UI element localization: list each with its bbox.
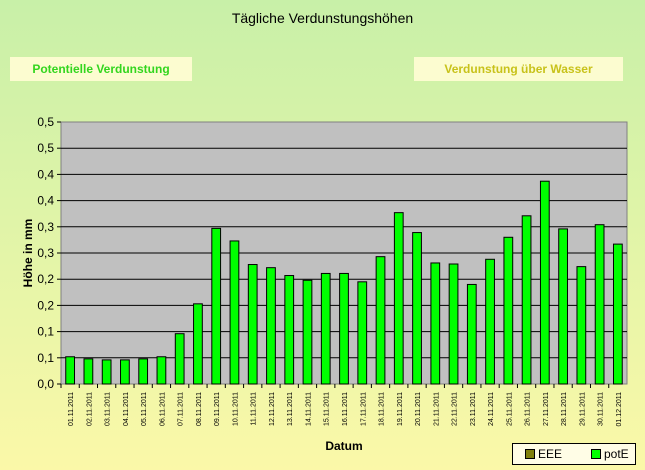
x-tick-label: 01.11.2011 bbox=[68, 392, 75, 426]
x-tick-label: 15.11.2011 bbox=[324, 392, 331, 426]
bar bbox=[193, 303, 203, 385]
legend-item-eee: EEE bbox=[525, 447, 562, 461]
y-tick-label: 0,4 bbox=[37, 167, 54, 181]
legend: EEE potE bbox=[512, 443, 636, 465]
x-tick-label: 25.11.2011 bbox=[506, 392, 513, 426]
x-tick-label: 21.11.2011 bbox=[433, 392, 440, 426]
bar bbox=[485, 258, 495, 385]
bar bbox=[65, 356, 76, 385]
bar bbox=[503, 236, 514, 385]
y-tick-label: 0,2 bbox=[37, 298, 54, 312]
y-tick-label: 0,5 bbox=[37, 141, 54, 155]
bar bbox=[229, 240, 240, 385]
x-tick-label: 04.11.2011 bbox=[123, 392, 130, 426]
bar bbox=[448, 263, 459, 385]
bar bbox=[174, 333, 185, 385]
x-tick-label: 16.11.2011 bbox=[342, 392, 349, 426]
bar bbox=[576, 266, 587, 385]
y-tick-label: 0,1 bbox=[37, 351, 54, 365]
bar bbox=[339, 272, 349, 385]
y-tick-label: 0,1 bbox=[37, 325, 54, 339]
bar bbox=[430, 262, 441, 385]
x-tick-label: 23.11.2011 bbox=[470, 392, 477, 426]
legend-label: EEE bbox=[538, 447, 563, 461]
bar bbox=[320, 272, 331, 385]
bar bbox=[156, 356, 167, 385]
x-tick-label: 26.11.2011 bbox=[525, 392, 532, 426]
x-tick-label: 10.11.2011 bbox=[232, 392, 239, 426]
bar bbox=[120, 359, 130, 385]
x-tick-label: 17.11.2011 bbox=[360, 392, 367, 426]
bar bbox=[594, 224, 605, 385]
legend-label: potE bbox=[604, 447, 629, 461]
verdunstung-ueber-wasser-button[interactable]: Verdunstung über Wasser bbox=[414, 57, 623, 81]
y-axis-label: Höhe in mm bbox=[21, 219, 35, 288]
x-tick-label: 06.11.2011 bbox=[159, 392, 166, 426]
x-tick-label: 19.11.2011 bbox=[397, 392, 404, 426]
y-tick-label: 0,3 bbox=[37, 220, 54, 234]
y-tick-label: 0,0 bbox=[37, 377, 54, 391]
bar bbox=[101, 359, 112, 385]
x-tick-label: 01.12.2011 bbox=[616, 392, 623, 427]
y-tick-label: 0,4 bbox=[37, 194, 54, 208]
bar bbox=[521, 215, 532, 385]
bar bbox=[539, 180, 550, 385]
x-tick-label: 14.11.2011 bbox=[305, 392, 312, 426]
bar bbox=[375, 256, 386, 385]
bar bbox=[357, 281, 368, 385]
x-tick-label: 02.11.2011 bbox=[86, 392, 93, 426]
x-tick-label: 12.11.2011 bbox=[269, 392, 276, 426]
bar bbox=[247, 264, 258, 385]
x-tick-label: 11.11.2011 bbox=[251, 392, 258, 426]
bar bbox=[612, 243, 623, 385]
potentielle-verdunstung-button[interactable]: Potentielle Verdunstung bbox=[10, 57, 192, 81]
bar bbox=[558, 228, 568, 385]
x-tick-label: 18.11.2011 bbox=[379, 392, 386, 426]
bar bbox=[412, 232, 422, 385]
bar bbox=[83, 358, 94, 385]
x-tick-label: 27.11.2011 bbox=[543, 392, 550, 426]
x-tick-label: 29.11.2011 bbox=[579, 392, 586, 426]
x-tick-label: 03.11.2011 bbox=[105, 392, 112, 426]
x-axis-label: Datum bbox=[325, 439, 362, 453]
y-tick-label: 0,5 bbox=[37, 115, 54, 129]
legend-item-pote: potE bbox=[591, 447, 629, 461]
bar bbox=[302, 279, 313, 385]
x-tick-label: 08.11.2011 bbox=[196, 392, 203, 426]
x-tick-label: 05.11.2011 bbox=[141, 392, 148, 426]
bar bbox=[466, 283, 477, 385]
bar bbox=[266, 267, 276, 385]
x-tick-label: 09.11.2011 bbox=[214, 392, 221, 426]
bar bbox=[138, 358, 149, 385]
y-tick-label: 0,2 bbox=[37, 272, 54, 286]
bar bbox=[284, 275, 295, 385]
x-tick-label: 28.11.2011 bbox=[561, 392, 568, 426]
chart-title: Tägliche Verdunstungshöhen bbox=[231, 10, 414, 26]
bar bbox=[211, 227, 222, 385]
bar bbox=[393, 212, 404, 385]
legend-swatch bbox=[525, 449, 535, 459]
x-tick-label: 22.11.2011 bbox=[452, 392, 459, 426]
x-tick-label: 24.11.2011 bbox=[488, 392, 495, 426]
y-tick-label: 0,3 bbox=[37, 246, 54, 260]
legend-swatch bbox=[591, 449, 601, 459]
x-tick-label: 13.11.2011 bbox=[287, 392, 294, 426]
x-tick-label: 20.11.2011 bbox=[415, 392, 422, 426]
x-tick-label: 30.11.2011 bbox=[598, 392, 605, 426]
x-tick-label: 07.11.2011 bbox=[178, 392, 185, 426]
